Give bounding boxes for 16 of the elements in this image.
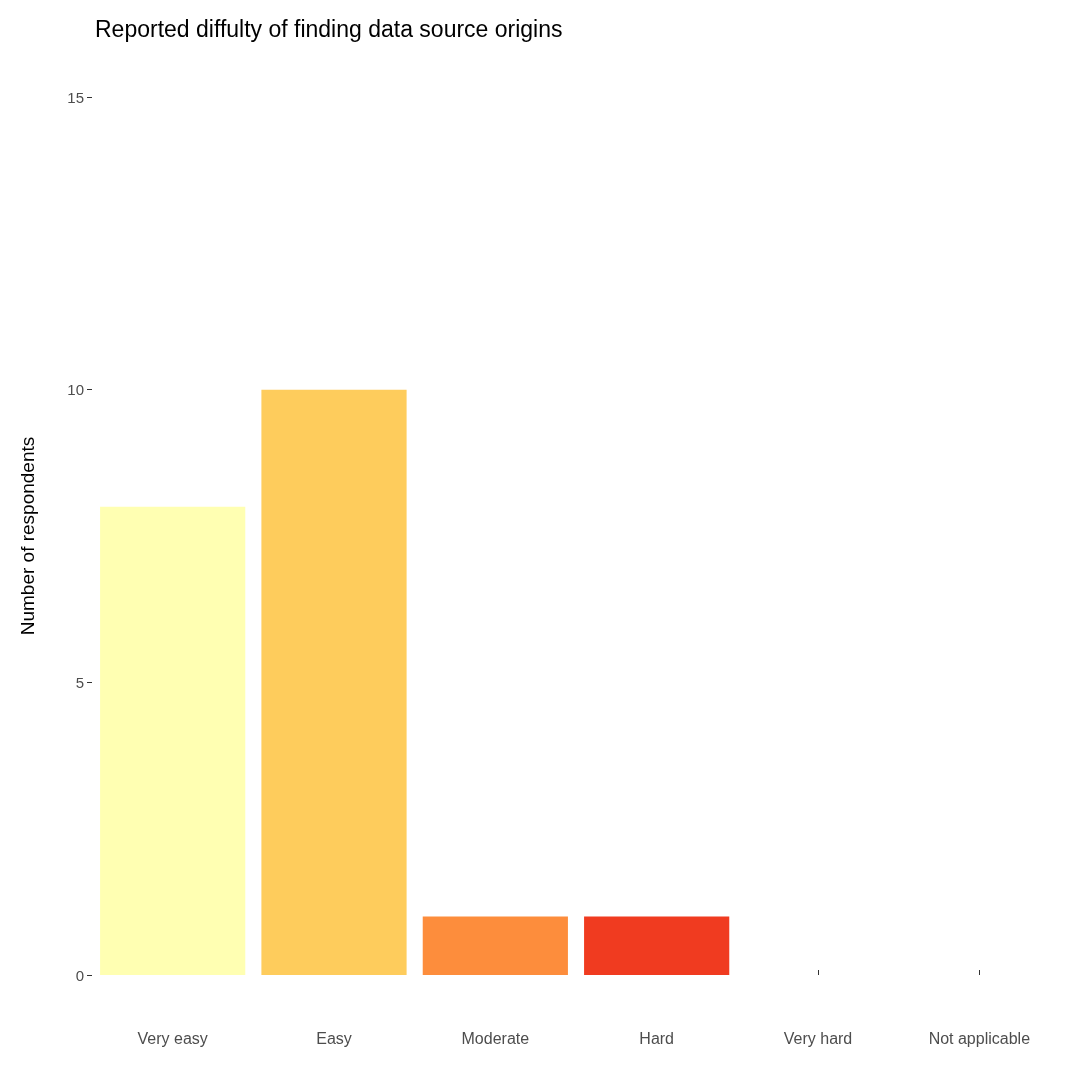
y-tick-label: 10 — [67, 381, 84, 399]
x-tick-label: Easy — [316, 1029, 352, 1047]
x-tick-label: Not applicable — [928, 1029, 1031, 1047]
y-tick-label: 0 — [75, 966, 84, 984]
y-axis-title: Number of respondents — [17, 436, 38, 636]
bar — [584, 916, 730, 975]
y-tick-label: 5 — [75, 673, 84, 691]
x-tick-label: Moderate — [461, 1029, 530, 1047]
bar — [100, 506, 246, 975]
x-tick-label: Very hard — [783, 1029, 853, 1047]
x-tick-label: Hard — [639, 1029, 675, 1047]
bar — [422, 916, 568, 975]
x-tick-label: Very easy — [137, 1029, 208, 1047]
chart-title: Reported diffulty of finding data source origins — [95, 15, 563, 42]
y-tick-label: 15 — [67, 88, 84, 106]
bar — [261, 389, 407, 975]
